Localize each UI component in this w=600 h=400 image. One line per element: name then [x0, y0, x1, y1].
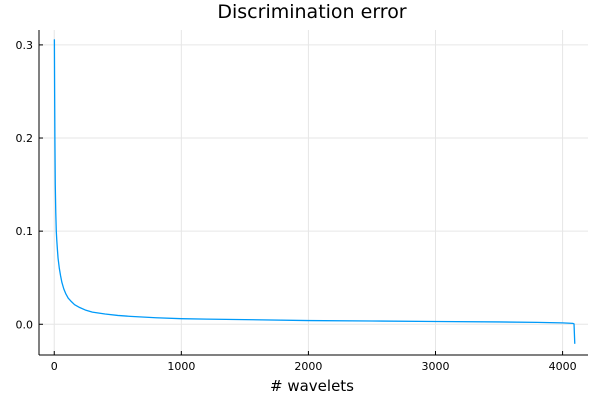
series-line	[53, 39, 576, 344]
y-tick-label: 0.0	[16, 318, 34, 331]
x-axis-ticks: 0 1000 2000 3000 4000	[51, 351, 577, 373]
x-tick-label: 1000	[167, 360, 195, 373]
x-tick-label: 3000	[422, 360, 450, 373]
x-tick-label: 0	[51, 360, 58, 373]
y-tick-label: 0.1	[16, 225, 34, 238]
x-axis-title: # wavelets	[270, 377, 354, 395]
x-tick-label: 4000	[549, 360, 577, 373]
y-axis-ticks: 0.0 0.1 0.2 0.3	[16, 39, 43, 331]
y-tick-label: 0.2	[16, 132, 34, 145]
series-group	[53, 39, 576, 344]
axes	[38, 30, 588, 356]
y-tick-label: 0.3	[16, 39, 34, 52]
x-tick-label: 2000	[294, 360, 322, 373]
grid	[39, 30, 588, 355]
chart-title: Discrimination error	[217, 1, 406, 23]
